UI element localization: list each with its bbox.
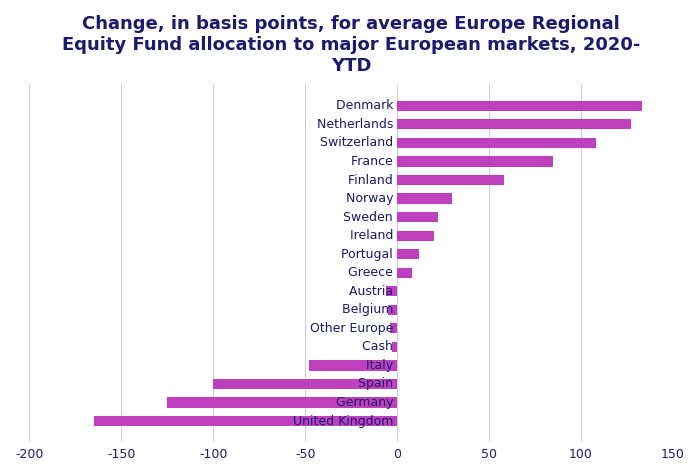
Bar <box>397 249 419 259</box>
Bar <box>397 138 596 148</box>
Text: Other Europe: Other Europe <box>309 322 397 335</box>
Bar <box>397 101 642 111</box>
Bar <box>390 323 397 334</box>
Text: Ireland: Ireland <box>350 229 397 242</box>
Text: United Kingdom: United Kingdom <box>293 415 397 427</box>
Text: Greece: Greece <box>348 266 397 279</box>
Bar <box>397 268 412 278</box>
Text: France: France <box>351 155 397 168</box>
Text: Switzerland: Switzerland <box>320 137 397 149</box>
Text: Portugal: Portugal <box>342 248 397 261</box>
Bar <box>397 157 554 167</box>
Bar <box>388 305 397 315</box>
Bar <box>397 175 504 185</box>
Bar <box>94 416 397 426</box>
Bar <box>386 286 397 297</box>
Bar <box>397 230 434 241</box>
Bar <box>397 119 631 129</box>
Text: Norway: Norway <box>346 192 397 205</box>
Text: Sweden: Sweden <box>344 210 397 224</box>
Bar <box>214 379 397 389</box>
Title: Change, in basis points, for average Europe Regional
Equity Fund allocation to m: Change, in basis points, for average Eur… <box>62 15 641 75</box>
Text: Netherlands: Netherlands <box>316 118 397 131</box>
Text: Finland: Finland <box>349 174 397 187</box>
Text: Austria: Austria <box>349 285 397 298</box>
Text: Cash: Cash <box>362 340 397 353</box>
Text: Germany: Germany <box>335 396 397 409</box>
Bar <box>397 212 438 222</box>
Bar <box>397 193 452 204</box>
Bar <box>167 397 397 407</box>
Text: Denmark: Denmark <box>335 99 397 112</box>
Text: Spain: Spain <box>358 377 397 390</box>
Bar <box>391 342 397 352</box>
Bar <box>309 360 397 370</box>
Text: Italy: Italy <box>366 359 397 372</box>
Text: Belgium: Belgium <box>342 303 397 317</box>
